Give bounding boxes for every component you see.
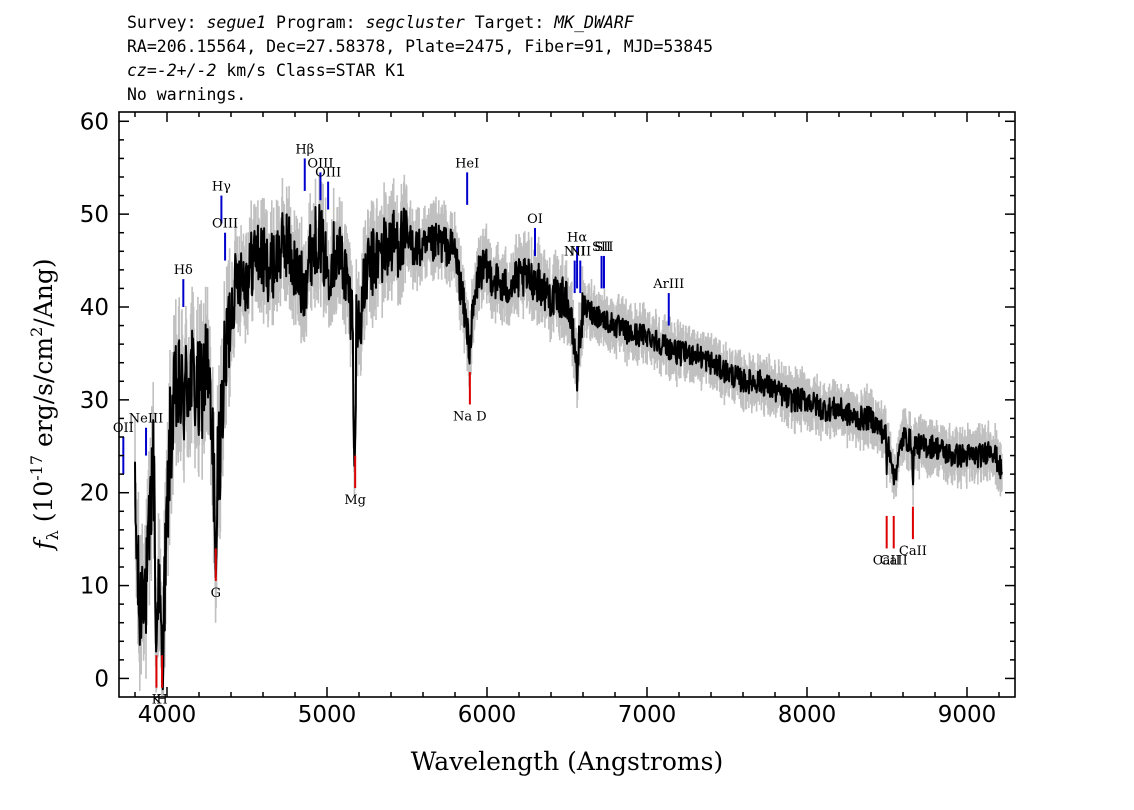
- y-tick-label: 10: [80, 574, 109, 600]
- target-value: MK_DWARF: [554, 13, 634, 32]
- absorption-line-label: Na D: [453, 410, 487, 425]
- emission-line-label: Hγ: [212, 180, 231, 195]
- emission-line-label: Hδ: [174, 263, 193, 278]
- cz-value: -2+/-2: [156, 61, 217, 80]
- emission-line-label: SII: [592, 240, 611, 255]
- absorption-line-label: G: [211, 586, 221, 601]
- spectrum-header: Survey: segue1 Program: segcluster Targe…: [127, 11, 713, 107]
- plot-frame: [118, 111, 1016, 698]
- y-label-sup: -17: [27, 455, 46, 481]
- emission-line-label: OIII: [212, 217, 238, 232]
- emission-line-label: Hα: [567, 231, 587, 246]
- y-tick-label: 50: [80, 202, 109, 228]
- survey-label: Survey:: [127, 13, 197, 32]
- survey-value: segue1: [206, 13, 267, 32]
- emission-line-label: OII: [113, 421, 134, 436]
- header-line-survey: Survey: segue1 Program: segcluster Targe…: [127, 11, 713, 35]
- y-tick-label: 40: [80, 295, 109, 321]
- x-axis-label: Wavelength (Angstroms): [411, 747, 723, 776]
- target-label: Target:: [474, 13, 545, 32]
- x-tick-label: 7000: [618, 702, 677, 728]
- emission-line-label: NII: [569, 245, 591, 260]
- x-tick-label: 4000: [138, 702, 197, 728]
- y-tick-label: 0: [94, 666, 109, 692]
- y-label-end: /Ang): [29, 258, 58, 326]
- header-line-warnings: No warnings.: [127, 85, 247, 104]
- y-tick-label: 60: [80, 109, 109, 135]
- program-value: segcluster: [365, 13, 465, 32]
- absorption-line-label: H: [156, 693, 167, 708]
- header-line-redshift: cz=-2+/-2 km/s Class=STAR K1: [127, 59, 713, 83]
- header-line-coordinates: RA=206.15564, Dec=27.58378, Plate=2475, …: [127, 37, 714, 56]
- y-label-sup2: 2: [27, 327, 46, 337]
- absorption-line-label: CaII: [873, 553, 901, 568]
- emission-line-label: SII: [594, 240, 613, 255]
- emission-line-label: OI: [527, 212, 543, 227]
- program-label: Program:: [276, 13, 356, 32]
- flux-series-line: [134, 203, 1003, 691]
- x-tick-label: 6000: [458, 702, 517, 728]
- y-label-sub: λ: [43, 530, 62, 540]
- y-label-pre: (10: [29, 481, 58, 531]
- y-axis-label: fλ (10-17 erg/s/cm2/Ang): [27, 258, 62, 551]
- emission-line-label: Hβ: [295, 142, 314, 157]
- cz-class: km/s Class=STAR K1: [216, 61, 406, 80]
- x-tick-label: 8000: [778, 702, 837, 728]
- emission-line-label: OIII: [307, 156, 333, 171]
- y-label-post: erg/s/cm: [29, 337, 58, 455]
- emission-line-label: HeI: [455, 156, 479, 171]
- y-tick-label: 20: [80, 481, 109, 507]
- absorption-line-label: K: [152, 693, 162, 708]
- emission-line-label: NII: [564, 245, 586, 260]
- emission-line-label: OIII: [315, 166, 341, 181]
- emission-line-label: NeIII: [129, 412, 163, 427]
- emission-line-label: ArIII: [652, 277, 684, 292]
- y-tick-label: 30: [80, 388, 109, 414]
- cz-prefix: cz=: [127, 61, 157, 80]
- y-label-f: f: [29, 537, 58, 552]
- absorption-line-label: CaII: [880, 553, 908, 568]
- axis-ticks-layer: 4000 5000 6000 7000 8000 9000 0 10 20 30 40 50 60: [80, 109, 1015, 728]
- flux-layer: [134, 203, 1003, 691]
- absorption-line-label: Mg: [344, 493, 366, 508]
- absorption-line-label: CaII: [899, 544, 927, 559]
- x-tick-label: 9000: [938, 702, 997, 728]
- x-tick-label: 5000: [298, 702, 357, 728]
